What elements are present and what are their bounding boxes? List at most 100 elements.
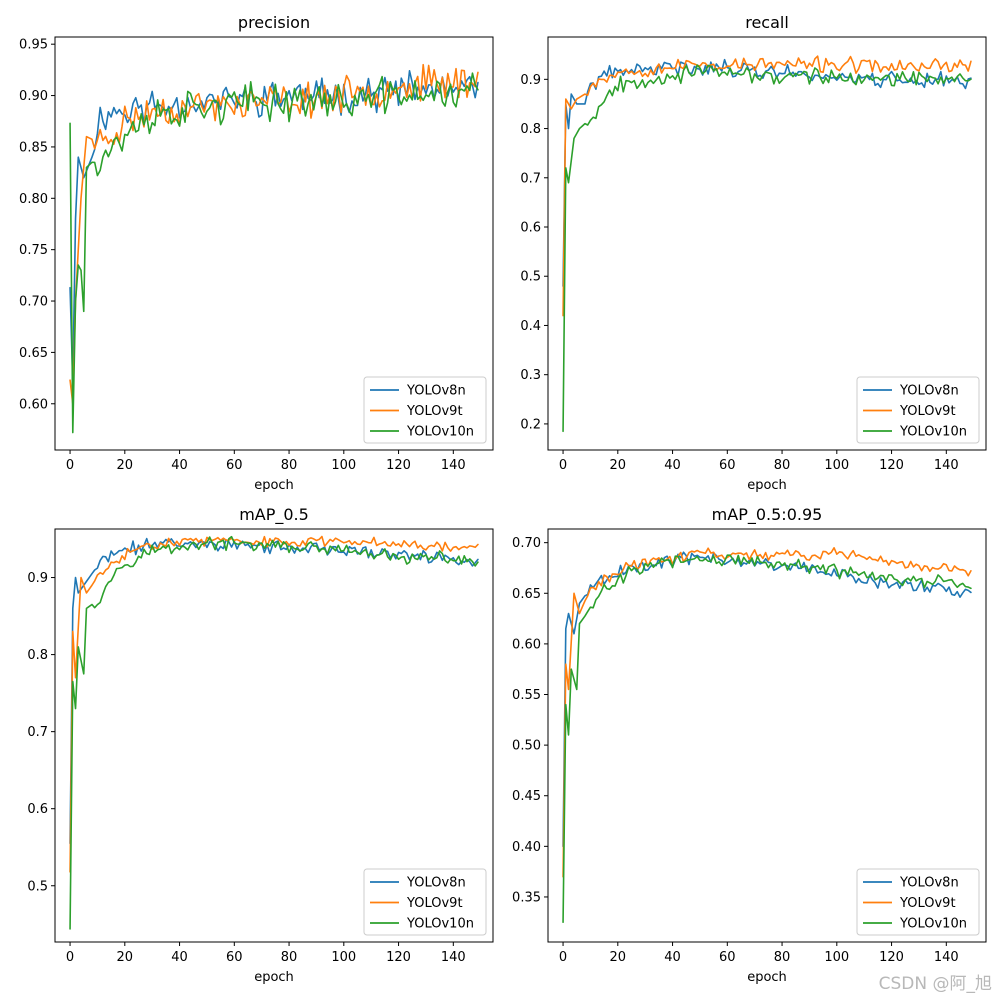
y-tick-label: 0.2: [520, 417, 541, 432]
legend-box: [363, 868, 487, 936]
legend-label-yolov8n: YOLOv8n: [899, 384, 959, 399]
x-tick-label: 0: [559, 950, 567, 965]
series-group: [562, 55, 972, 433]
x-tick-label: 120: [879, 950, 904, 965]
y-tick-label: 0.50: [512, 739, 541, 754]
x-tick-label: 20: [117, 950, 134, 965]
legend-box: [363, 376, 487, 444]
legend-label-yolov8n: YOLOv8n: [406, 384, 466, 399]
legend-label-yolov9t: YOLOv9t: [406, 404, 463, 419]
legend-label-yolov10n: YOLOv10n: [406, 425, 474, 440]
legend-box: [856, 868, 980, 936]
series-line-yolov9t: [562, 547, 972, 878]
series-group: [562, 547, 972, 924]
legend-label-yolov8n: YOLOv8n: [406, 876, 466, 891]
x-tick-label: 20: [117, 458, 134, 473]
series-line-yolov9t: [562, 55, 972, 317]
series-line-yolov10n: [69, 535, 479, 930]
legend-label-yolov9t: YOLOv9t: [899, 896, 956, 911]
x-tick-label: 40: [664, 458, 681, 473]
y-tick-label: 0.7: [27, 725, 48, 740]
series-line-yolov10n: [562, 64, 972, 433]
x-axis-label: epoch: [747, 970, 787, 985]
series-line-yolov10n: [69, 72, 479, 434]
legend-label-yolov8n: YOLOv8n: [899, 876, 959, 891]
x-tick-label: 0: [66, 950, 74, 965]
series-line-yolov8n: [69, 69, 479, 385]
y-tick-label: 0.65: [19, 346, 48, 361]
y-tick-label: 0.7: [520, 171, 541, 186]
series-group: [69, 63, 479, 434]
series-line-yolov9t: [69, 535, 479, 873]
x-tick-label: 100: [824, 458, 849, 473]
x-tick-label: 140: [934, 950, 959, 965]
x-tick-label: 100: [331, 458, 356, 473]
y-tick-label: 0.45: [512, 789, 541, 804]
y-tick-label: 0.3: [520, 368, 541, 383]
legend-label-yolov10n: YOLOv10n: [899, 917, 967, 932]
legend-label-yolov9t: YOLOv9t: [899, 404, 956, 419]
legend-label-yolov10n: YOLOv10n: [899, 425, 967, 440]
legend: YOLOv8n YOLOv9t YOLOv10n: [363, 868, 487, 936]
x-tick-label: 40: [664, 950, 681, 965]
chart-panel-2: 0 20 40 60 80 100 120 140 0.2 0.3 0.4 0.5 0.6 0.7 0.8 0…: [520, 13, 987, 493]
chart-title: mAP_0.5:0.95: [712, 505, 823, 525]
y-tick-label: 0.5: [520, 270, 541, 285]
axes-frame: [54, 36, 494, 451]
legend-label-yolov9t: YOLOv9t: [406, 896, 463, 911]
x-tick-label: 80: [281, 950, 298, 965]
series-line-yolov8n: [562, 58, 972, 287]
y-tick-label: 0.90: [19, 89, 48, 104]
x-tick-label: 80: [774, 950, 791, 965]
legend: YOLOv8n YOLOv9t YOLOv10n: [856, 868, 980, 936]
x-tick-label: 100: [331, 950, 356, 965]
y-tick-label: 0.75: [19, 243, 48, 258]
x-tick-label: 40: [171, 950, 188, 965]
y-tick-label: 0.60: [19, 397, 48, 412]
x-axis-label: epoch: [254, 970, 294, 985]
y-tick-label: 0.95: [19, 38, 48, 53]
chart-title: recall: [745, 13, 789, 32]
chart-title: precision: [238, 13, 310, 32]
x-axis-label: epoch: [747, 478, 787, 493]
x-tick-label: 0: [559, 458, 567, 473]
watermark: CSDN @阿_旭: [878, 974, 992, 994]
x-tick-label: 80: [774, 458, 791, 473]
y-tick-label: 0.5: [27, 879, 48, 894]
chart-panel-4: 0 20 40 60 80 100 120 140 0.35 0.40 0.45 0.50 0.55 0.…: [512, 505, 987, 985]
x-tick-label: 20: [610, 458, 627, 473]
series-line-yolov8n: [69, 537, 479, 845]
series-line-yolov10n: [562, 554, 972, 924]
x-tick-label: 60: [719, 950, 736, 965]
x-tick-label: 40: [171, 458, 188, 473]
y-tick-label: 0.40: [512, 840, 541, 855]
y-tick-label: 0.80: [19, 192, 48, 207]
y-tick-label: 0.85: [19, 140, 48, 155]
legend-label-yolov10n: YOLOv10n: [406, 917, 474, 932]
x-tick-label: 120: [879, 458, 904, 473]
x-tick-label: 0: [66, 458, 74, 473]
y-tick-label: 0.9: [27, 571, 48, 586]
y-tick-label: 0.8: [27, 648, 48, 663]
x-tick-label: 60: [226, 950, 243, 965]
x-tick-label: 140: [441, 950, 466, 965]
y-tick-label: 0.70: [512, 536, 541, 551]
x-tick-label: 120: [386, 950, 411, 965]
y-tick-label: 0.35: [512, 890, 541, 905]
series-line-yolov8n: [562, 551, 972, 848]
y-tick-label: 0.55: [512, 688, 541, 703]
axes-frame: [547, 36, 987, 451]
legend: YOLOv8n YOLOv9t YOLOv10n: [363, 376, 487, 444]
y-tick-label: 0.8: [520, 122, 541, 137]
x-tick-label: 140: [441, 458, 466, 473]
chart-panel-3: 0 20 40 60 80 100 120 140 0.5 0.6 0.7 0.8 0.9 mAP_0.5…: [27, 505, 494, 985]
x-tick-label: 140: [934, 458, 959, 473]
y-tick-label: 0.60: [512, 637, 541, 652]
y-tick-label: 0.6: [27, 802, 48, 817]
legend: YOLOv8n YOLOv9t YOLOv10n: [856, 376, 980, 444]
y-tick-label: 0.70: [19, 295, 48, 310]
x-tick-label: 20: [610, 950, 627, 965]
x-tick-label: 100: [824, 950, 849, 965]
series-group: [69, 535, 479, 930]
